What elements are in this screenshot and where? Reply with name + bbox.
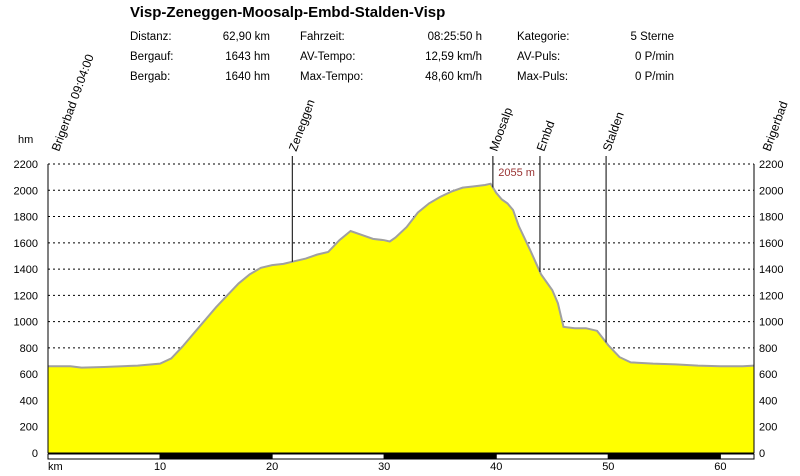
x-scale-segment <box>159 453 273 460</box>
stat-value-av-tempo: 12,59 km/h <box>425 51 482 63</box>
stat-label-max-puls: Max-Puls: <box>517 71 569 83</box>
y-tick-label-left: 1000 <box>14 317 38 329</box>
chart-title: Visp-Zeneggen-Moosalp-Embd-Stalden-Visp <box>130 4 446 21</box>
stat-label-av-tempo: AV-Tempo: <box>300 51 356 63</box>
x-tick-label: 60 <box>714 461 726 473</box>
stat-label-fahrzeit: Fahrzeit: <box>300 31 345 43</box>
y-tick-label-left: 400 <box>20 395 38 407</box>
y-tick-label-right: 2000 <box>759 185 783 197</box>
x-scale-segment <box>383 453 497 460</box>
y-ticks-right: 0 200 400 600 800 1000 1200 1400 1600 1800 2000 220… <box>759 159 783 460</box>
y-tick-label-left: 2200 <box>14 159 38 171</box>
y-tick-label-left: 1200 <box>14 290 38 302</box>
x-scale-segment <box>47 453 161 460</box>
y-tick-label-left: 800 <box>20 343 38 355</box>
x-scale-segment <box>607 453 721 460</box>
y-tick-label-right: 400 <box>759 395 777 407</box>
elevation-line <box>48 182 755 369</box>
stat-label-max-tempo: Max-Tempo: <box>300 71 364 83</box>
waypoint-label: Moosalp <box>487 105 516 153</box>
y-axis-label: hm <box>18 134 33 146</box>
y-tick-label-left: 0 <box>32 448 38 460</box>
y-tick-label-right: 1200 <box>759 290 783 302</box>
waypoint-label: Stalden <box>600 110 627 153</box>
y-tick-label-left: 600 <box>20 369 38 381</box>
y-tick-label-left: 200 <box>20 422 38 434</box>
y-tick-label-right: 1400 <box>759 264 783 276</box>
stat-label-bergab: Bergab: <box>130 71 171 83</box>
x-tick-label: 30 <box>378 461 390 473</box>
x-axis: 10 20 30 40 50 60 <box>47 453 755 473</box>
stat-value-fahrzeit: 08:25:50 h <box>427 31 482 43</box>
x-tick-label: 50 <box>602 461 614 473</box>
x-tick-label: 20 <box>266 461 278 473</box>
y-tick-label-right: 600 <box>759 369 777 381</box>
y-tick-label-right: 800 <box>759 343 777 355</box>
x-axis-label: km <box>48 461 63 473</box>
y-tick-label-right: 1600 <box>759 238 783 250</box>
stat-value-max-tempo: 48,60 km/h <box>425 71 482 83</box>
y-tick-label-right: 200 <box>759 422 777 434</box>
waypoint-label: Brigerbad 09:04:00 <box>49 52 97 153</box>
stat-value-av-puls: 0 P/min <box>635 51 674 63</box>
y-tick-label-left: 1800 <box>14 212 38 224</box>
y-tick-label-left: 1600 <box>14 238 38 250</box>
stat-value-kategorie: 5 Sterne <box>630 31 674 43</box>
axes <box>47 164 755 454</box>
y-tick-label-left: 1400 <box>14 264 38 276</box>
x-tick-label: 40 <box>490 461 502 473</box>
y-ticks-left: 0 200 400 600 800 1000 1200 1400 1600 1800 2000 220… <box>14 159 38 460</box>
stat-label-distanz: Distanz: <box>130 31 172 43</box>
waypoint-label: Zeneggen <box>286 97 318 153</box>
waypoint-label: Embd <box>534 119 558 153</box>
x-scale-segment <box>495 453 609 460</box>
elevation-area <box>48 183 754 454</box>
y-tick-label-right: 1800 <box>759 212 783 224</box>
y-tick-label-right: 0 <box>759 448 765 460</box>
x-scale-segment <box>719 453 755 460</box>
waypoint-label: Brigerbad <box>760 99 791 153</box>
stat-value-distanz: 62,90 km <box>222 31 270 43</box>
stat-label-bergauf: Bergauf: <box>130 51 174 63</box>
max-elevation-label: 2055 m <box>498 167 535 179</box>
annotations: 2055 m <box>498 167 535 179</box>
stat-label-av-puls: AV-Puls: <box>517 51 561 63</box>
y-tick-label-left: 2000 <box>14 185 38 197</box>
stat-value-bergauf: 1643 hm <box>225 51 270 63</box>
stat-value-bergab: 1640 hm <box>225 71 270 83</box>
stat-label-kategorie: Kategorie: <box>517 31 570 43</box>
y-tick-label-right: 2200 <box>759 159 783 171</box>
x-scale-segment <box>271 453 385 460</box>
y-tick-label-right: 1000 <box>759 317 783 329</box>
stat-value-max-puls: 0 P/min <box>635 71 674 83</box>
x-tick-label: 10 <box>154 461 166 473</box>
